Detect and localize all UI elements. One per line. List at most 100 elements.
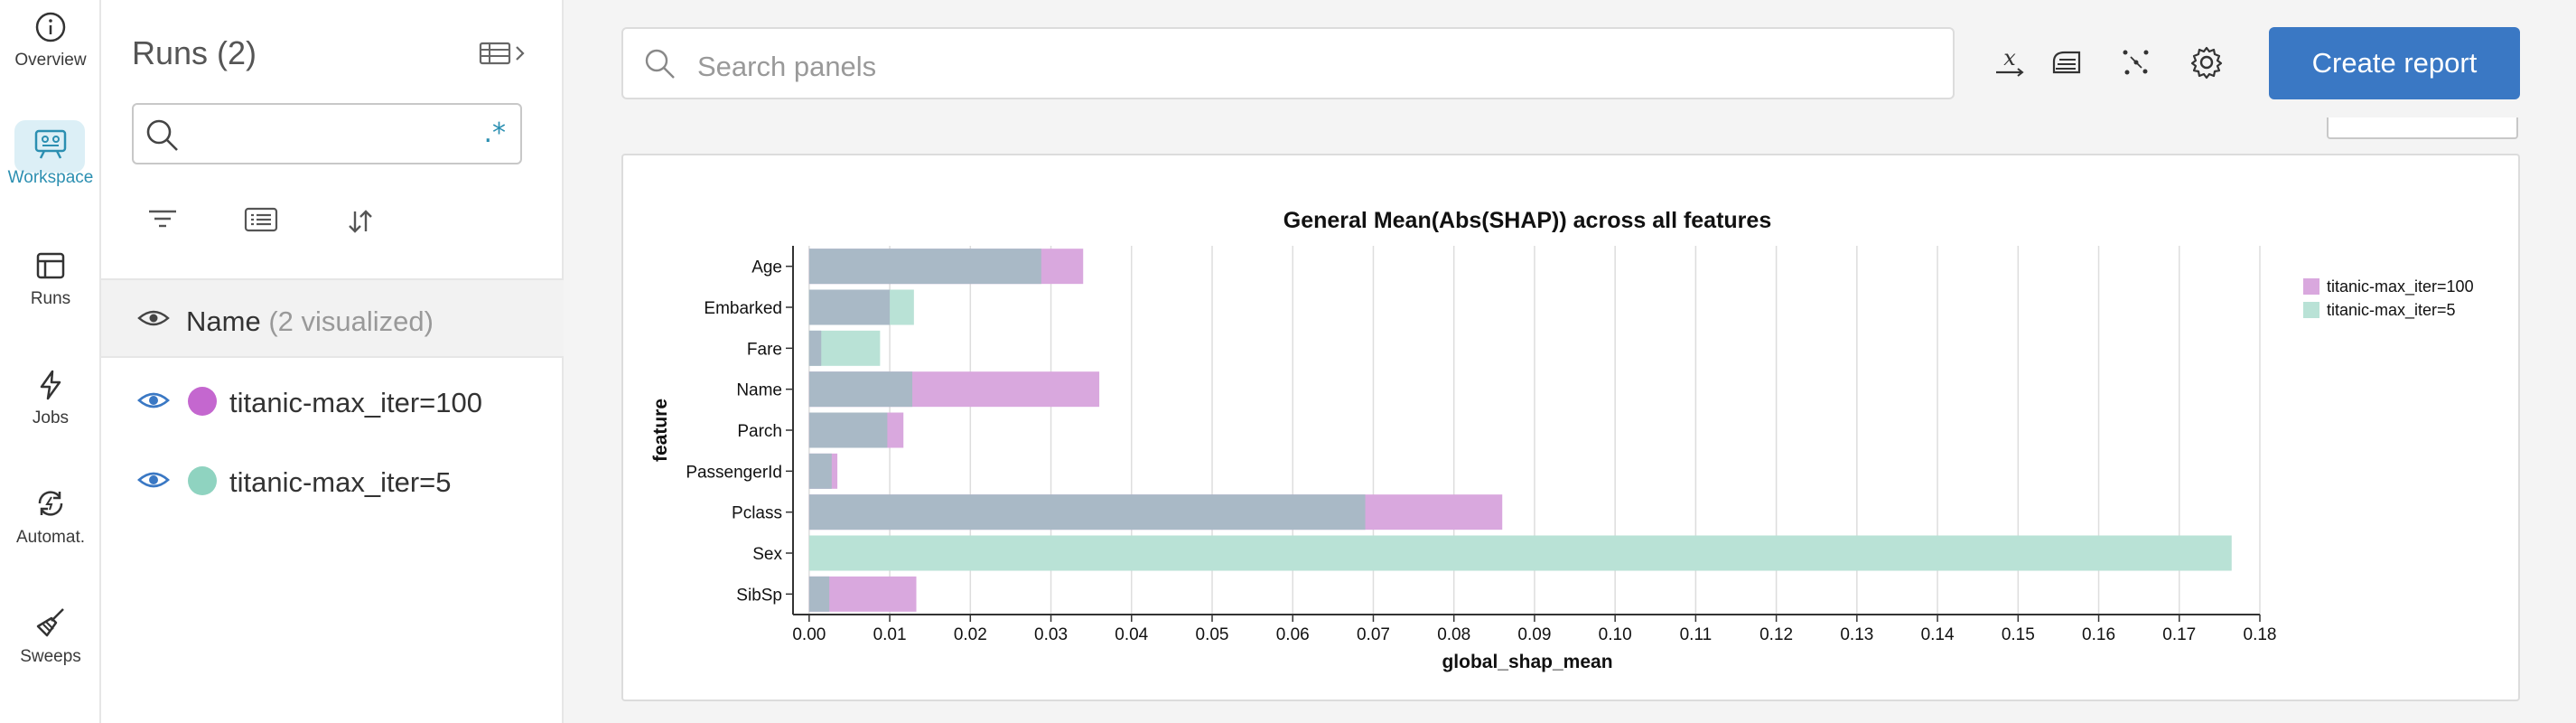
y-tick-label: Name (736, 381, 782, 400)
x-tick-label: 0.17 (2162, 625, 2196, 644)
x-tick-label: 0.07 (1357, 625, 1390, 644)
shap-bar-chart: General Mean(Abs(SHAP)) across all featu… (650, 208, 2474, 672)
workspace-icon (34, 129, 67, 159)
broom-icon (36, 608, 64, 637)
group-icon[interactable] (244, 206, 278, 238)
run-color-swatch[interactable] (188, 387, 217, 416)
run-name[interactable]: titanic-max_iter=5 (229, 466, 452, 498)
x-tick-label: 0.15 (2002, 625, 2035, 644)
legend-swatch[interactable] (2303, 278, 2319, 295)
rail-label-runs: Runs (30, 289, 71, 308)
table-icon (36, 252, 65, 279)
bar-parch-overlap[interactable] (808, 412, 888, 448)
x-tick-label: 0.01 (873, 625, 907, 644)
chart-bars (808, 249, 2232, 612)
left-nav-rail: Overview Workspace Runs Jobs (0, 0, 101, 723)
bar-name-overlap[interactable] (808, 371, 913, 408)
bar-fare-overlap[interactable] (808, 330, 822, 366)
legend-label[interactable]: titanic-max_iter=100 (2327, 277, 2474, 296)
runs-table-header: Name (2 visualized) (101, 278, 564, 358)
search-icon (645, 49, 675, 79)
x-axis-label: global_shap_mean (1442, 652, 1612, 672)
rail-item-automations[interactable]: Automat. (0, 486, 101, 548)
rail-label-overview: Overview (14, 51, 87, 70)
x-tick-label: 0.03 (1034, 625, 1068, 644)
y-axis-label: feature (650, 399, 671, 462)
legend-label[interactable]: titanic-max_iter=5 (2327, 301, 2456, 320)
y-tick-label: Pclass (732, 504, 782, 523)
name-column-header[interactable]: Name (2 visualized) (186, 305, 434, 338)
x-tick-label: 0.06 (1276, 625, 1310, 644)
x-tick-label: 0.02 (954, 625, 987, 644)
chart-panel: General Mean(Abs(SHAP)) across all featu… (621, 154, 2520, 701)
runs-panel: Runs (2) .* Name (2 visualized) (101, 0, 564, 723)
search-icon (146, 119, 178, 151)
x-tick-label: 0.04 (1115, 625, 1148, 644)
visualized-count: (2 visualized) (268, 305, 434, 337)
x-tick-label: 0.10 (1599, 625, 1632, 644)
y-tick-label: Parch (737, 422, 782, 441)
runs-search-input[interactable]: .* (132, 103, 522, 164)
y-tick-label: Fare (747, 340, 782, 359)
bar-sibsp-overlap[interactable] (808, 576, 830, 612)
x-tick-label: 0.16 (2082, 625, 2115, 644)
x-tick-label: 0.12 (1759, 625, 1793, 644)
gear-icon[interactable] (2189, 45, 2224, 80)
create-report-button[interactable]: Create report (2269, 27, 2520, 99)
bar-sex-outer[interactable] (808, 535, 2232, 571)
chart-axes: 0.00 0.01 0.02 0.03 0.04 0.05 0.06 0.07 0.08 0.09… (686, 246, 2276, 644)
rail-label-workspace: Workspace (7, 168, 94, 187)
x-tick-label: 0.09 (1517, 625, 1551, 644)
runs-title: Runs (2) (132, 34, 257, 71)
visibility-eye-icon[interactable] (137, 387, 170, 414)
run-row[interactable]: titanic-max_iter=100 (101, 374, 564, 428)
lightning-icon (40, 370, 61, 400)
table-toggle-icon[interactable] (479, 40, 529, 67)
rail-item-jobs[interactable]: Jobs (0, 369, 101, 428)
svg-text:x: x (2003, 45, 2016, 70)
rail-label-automations: Automat. (15, 528, 86, 547)
x-tick-label: 0.05 (1196, 625, 1229, 644)
y-tick-label: PassengerId (686, 463, 782, 482)
x-tick-label: 0.18 (2244, 625, 2277, 644)
bar-passengerid-overlap[interactable] (808, 453, 832, 489)
rail-item-workspace[interactable]: Workspace (0, 128, 101, 188)
outliers-icon[interactable] (2119, 45, 2153, 80)
rail-item-runs[interactable]: Runs (0, 249, 101, 309)
x-tick-label: 0.08 (1437, 625, 1470, 644)
run-name[interactable]: titanic-max_iter=100 (229, 387, 482, 418)
run-row[interactable]: titanic-max_iter=5 (101, 454, 564, 508)
eye-icon[interactable] (137, 307, 170, 329)
search-placeholder: Search panels (697, 51, 877, 82)
rail-label-jobs: Jobs (32, 408, 70, 427)
main-workspace: Search panels x Create report General Me… (564, 0, 2576, 723)
x-axis-icon[interactable]: x (1993, 45, 2027, 80)
filter-icon[interactable] (146, 206, 179, 238)
x-tick-label: 0.13 (1840, 625, 1873, 644)
y-tick-label: Embarked (704, 299, 782, 318)
visibility-eye-icon[interactable] (137, 466, 170, 493)
name-header-label: Name (186, 305, 261, 337)
x-tick-label: 0.00 (792, 625, 826, 644)
x-tick-label: 0.11 (1680, 625, 1713, 644)
bar-age-overlap[interactable] (808, 249, 1041, 285)
sort-icon[interactable] (345, 206, 376, 241)
chart-legend[interactable]: titanic-max_iter=100 titanic-max_iter=5 (2303, 277, 2474, 320)
bar-pclass-overlap[interactable] (808, 494, 1366, 531)
info-icon (35, 12, 66, 42)
chart-title: General Mean(Abs(SHAP)) across all featu… (1283, 208, 1771, 233)
run-color-swatch[interactable] (188, 466, 217, 495)
panel-search-input[interactable]: Search panels (621, 27, 1955, 99)
regex-toggle-icon[interactable]: .* (483, 117, 506, 149)
panel-section-edge (2327, 117, 2518, 139)
rail-item-overview[interactable]: Overview (0, 11, 101, 70)
rail-item-sweeps[interactable]: Sweeps (0, 606, 101, 667)
y-tick-label: Sex (752, 545, 782, 564)
x-tick-label: 0.14 (1921, 625, 1955, 644)
smoothing-icon[interactable] (2049, 45, 2085, 80)
bar-embarked-overlap[interactable] (808, 289, 891, 325)
legend-swatch[interactable] (2303, 302, 2319, 318)
y-tick-label: Age (751, 258, 782, 277)
y-tick-label: SibSp (736, 586, 782, 605)
automation-icon (38, 491, 63, 516)
